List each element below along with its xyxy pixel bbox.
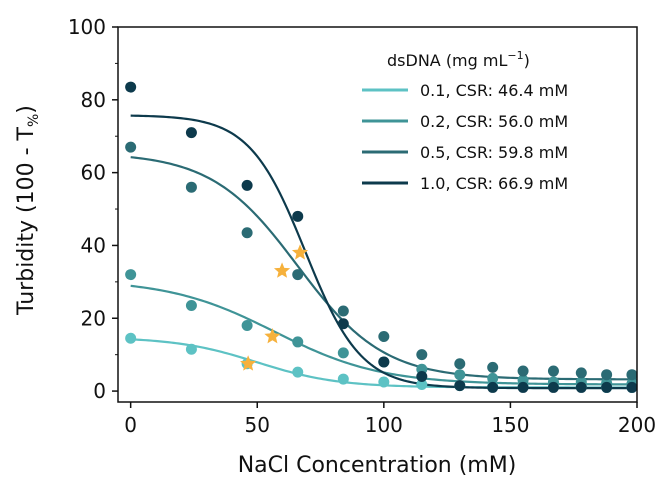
data-point: [292, 336, 304, 348]
data-point: [337, 318, 349, 330]
x-tick-label: 200: [618, 413, 656, 437]
data-point: [125, 81, 137, 93]
data-point: [125, 332, 137, 344]
data-point: [185, 343, 197, 355]
data-point: [185, 127, 197, 139]
x-tick-label: 50: [245, 413, 270, 437]
data-point: [292, 269, 304, 281]
csr-star-marker: [273, 262, 291, 278]
data-point: [378, 356, 390, 368]
data-point: [547, 365, 559, 377]
ticks: 0 50 100 150 200 0 20 40 60 80 100: [68, 15, 656, 437]
data-point: [378, 330, 390, 342]
data-point: [487, 381, 499, 393]
data-point: [241, 320, 253, 332]
data-point: [626, 369, 638, 381]
x-tick-label: 100: [365, 413, 403, 437]
data-point: [626, 381, 638, 393]
data-point: [241, 227, 253, 239]
csr-star-marker: [291, 244, 309, 260]
x-tick-label: 150: [491, 413, 529, 437]
data-point: [125, 141, 137, 153]
plot-frame: [117, 26, 638, 403]
data-point: [487, 372, 499, 384]
y-tick-label: 0: [93, 379, 106, 403]
csr-star-marker: [264, 327, 281, 344]
data-point: [125, 269, 137, 281]
data-point: [337, 347, 349, 359]
y-axis-label: Turbidity (100 - T%): [14, 105, 42, 316]
data-point: [547, 381, 559, 393]
data-point: [575, 367, 587, 379]
data-point: [378, 376, 390, 388]
data-point: [454, 380, 466, 392]
data-point: [337, 373, 349, 385]
data-point: [185, 181, 197, 193]
legend-entry-label: 1.0, CSR: 66.9 mM: [420, 174, 568, 193]
x-axis-label: NaCl Concentration (mM): [238, 453, 517, 478]
data-point: [601, 369, 613, 381]
legend-entry-label: 0.1, CSR: 46.4 mM: [420, 81, 568, 100]
x-tick-label: 0: [124, 413, 137, 437]
y-tick-label: 60: [81, 161, 106, 185]
data-point: [416, 371, 428, 383]
y-tick-label: 80: [81, 88, 106, 112]
data-point: [454, 369, 466, 381]
axes: [117, 26, 638, 403]
data-point: [292, 366, 304, 378]
csr-star-marker: [240, 355, 257, 371]
y-tick-label: 100: [68, 15, 106, 39]
legend-entry-label: 0.5, CSR: 59.8 mM: [420, 143, 568, 162]
data-point: [517, 381, 529, 393]
data-point: [416, 379, 428, 391]
data-points: [125, 81, 638, 393]
legend-title: dsDNA (mg mL−1): [387, 49, 530, 70]
data-point: [337, 305, 349, 317]
data-point: [601, 381, 613, 393]
data-point: [292, 210, 304, 222]
data-point: [416, 349, 428, 361]
data-point: [517, 365, 529, 377]
csr-markers: [240, 244, 309, 371]
y-tick-label: 20: [81, 306, 106, 330]
legend-entry-label: 0.2, CSR: 56.0 mM: [420, 112, 568, 131]
data-point: [185, 300, 197, 312]
data-point: [454, 358, 466, 370]
legend: dsDNA (mg mL−1) 0.1, CSR: 46.4 mM 0.2, CS…: [362, 49, 568, 193]
data-point: [487, 361, 499, 373]
data-point: [575, 381, 587, 393]
y-tick-label: 40: [81, 233, 106, 257]
data-point: [241, 179, 253, 191]
